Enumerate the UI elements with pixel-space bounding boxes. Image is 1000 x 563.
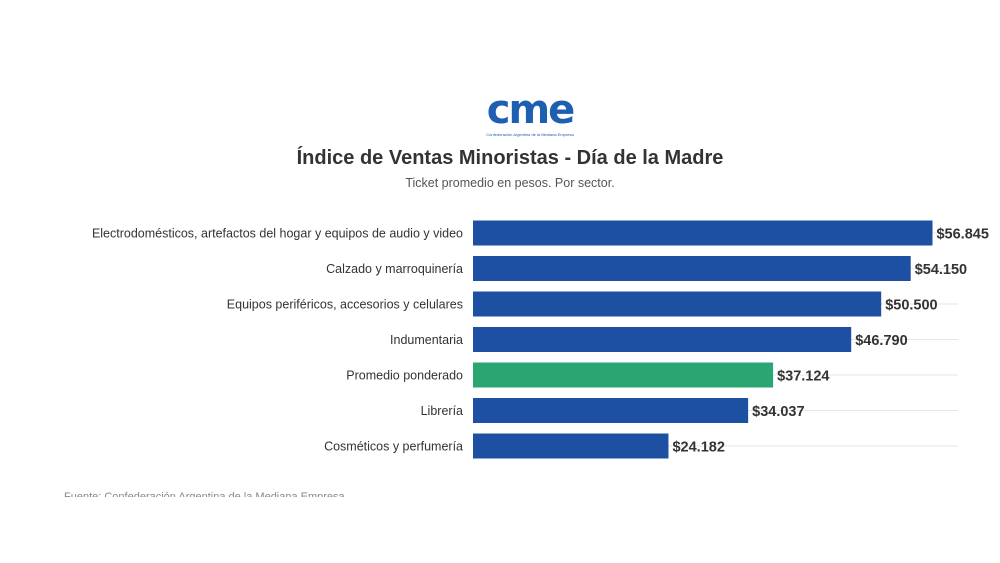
category-label: Electrodomésticos, artefactos del hogar … [92, 227, 463, 241]
bar-1 [473, 220, 933, 246]
bars [473, 220, 933, 459]
source-note: Fuente: Confederación Argentina de la Me… [64, 491, 345, 497]
category-label: Calzado y marroquinería [326, 262, 463, 276]
bar-6 [473, 398, 749, 423]
cme-logo: cme Confederación Argentina de la Median… [460, 88, 600, 144]
category-label: Cosméticos y perfumería [324, 440, 463, 454]
value-label: $37.124 [777, 369, 829, 385]
category-label: Librería [421, 404, 463, 418]
logo-subtext: Confederación Argentina de la Mediana Em… [486, 132, 574, 137]
value-label: $34.037 [752, 404, 804, 420]
bar-5 [473, 362, 774, 388]
value-label: $54.150 [915, 262, 967, 278]
bar-4 [473, 327, 852, 352]
bar-7 [473, 433, 669, 459]
bar-3 [473, 291, 882, 317]
category-label: Promedio ponderado [346, 369, 463, 383]
chart-title: Índice de Ventas Minoristas - Día de la … [296, 147, 724, 169]
bar-2 [473, 256, 911, 281]
value-label: $56.845 [936, 227, 988, 243]
logo-text: cme [486, 87, 576, 133]
category-label: Equipos periféricos, accesorios y celula… [227, 298, 463, 312]
value-label: $46.790 [855, 333, 907, 349]
labels: Electrodomésticos, artefactos del hogar … [92, 227, 989, 456]
value-label: $50.500 [885, 298, 937, 314]
value-label: $24.182 [672, 440, 724, 456]
category-label: Indumentaria [390, 333, 463, 347]
chart-subtitle: Ticket promedio en pesos. Por sector. [405, 176, 615, 190]
